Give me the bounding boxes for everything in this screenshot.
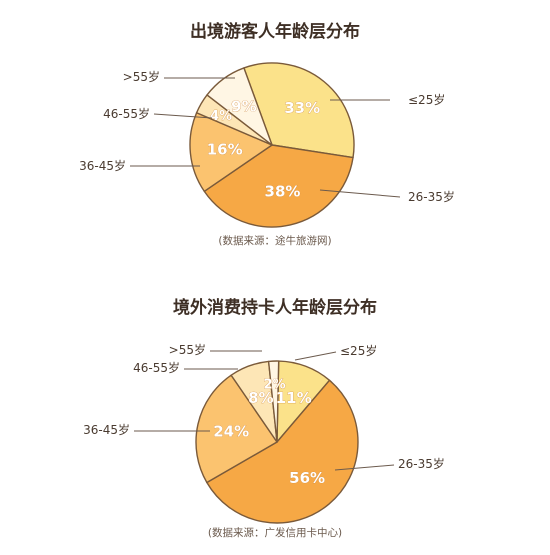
chart-2-label-le25: ≤25岁	[340, 343, 377, 358]
chart-1-percent-gt55: 9%	[231, 98, 256, 116]
chart-2-percent-labels: 11% 56% 24% 8%2%	[213, 377, 325, 487]
chart-1-percent-labels: 33% 38% 16% 4%9%	[206, 97, 320, 200]
chart-1-category-labels: ≤25岁 26-35岁 36-45岁 46-55岁 >55岁	[79, 69, 455, 204]
pie-chart-2: 境外消费持卡人年龄层分布 11% 56% 24% 8%2% ≤25岁 26-35岁 36-…	[83, 297, 445, 539]
chart-2-slice-26-35	[206, 379, 359, 524]
chart-1-percent-46-55: 4%	[210, 109, 232, 124]
chart-2-percent-26-35: 56%	[289, 469, 325, 487]
chart-2-percent-le25: 11%	[276, 389, 312, 407]
chart-1-slice-26-35	[203, 144, 354, 228]
chart-1-leader-26-35	[319, 189, 401, 198]
chart-2-slice-36-45	[195, 374, 278, 484]
chart-1-label-gt55: >55岁	[123, 69, 160, 84]
chart-1-slice-36-45	[189, 112, 273, 193]
chart-2-leader-le25	[294, 351, 337, 361]
chart-2-percent-gt55: 2%	[264, 378, 286, 393]
chart-2-slices	[195, 360, 359, 524]
chart-1-label-36-45: 36-45岁	[79, 158, 126, 173]
chart-1-source: (数据来源：途牛旅游网)	[218, 234, 331, 247]
chart-2-leader-26-35	[334, 464, 395, 471]
chart-1-slice-le25	[243, 62, 355, 159]
chart-1-label-le25: ≤25岁	[408, 92, 445, 107]
chart-2-label-26-35: 26-35岁	[398, 456, 445, 471]
chart-2-title: 境外消费持卡人年龄层分布	[173, 297, 377, 318]
chart-2-label-46-55: 46-55岁	[133, 360, 180, 375]
chart-2-percent-46-55: 8%	[248, 389, 273, 407]
chart-2-source: (数据来源：广发信用卡中心)	[208, 526, 342, 539]
chart-1-title: 出境游客人年龄层分布	[190, 21, 360, 42]
chart-1-percent-36-45: 16%	[207, 141, 243, 159]
chart-2-label-gt55: >55岁	[169, 342, 206, 357]
chart-2-category-labels: ≤25岁 26-35岁 36-45岁 46-55岁 >55岁	[83, 342, 445, 471]
chart-1-leader-46-55	[153, 113, 213, 119]
pie-chart-1: 出境游客人年龄层分布 33% 38% 16% 4%9% ≤25岁 26-35岁 36-45…	[79, 21, 455, 247]
chart-1-slice-gt55	[206, 67, 273, 146]
chart-1-percent-26-35: 38%	[265, 182, 301, 200]
chart-1-slices	[189, 62, 355, 228]
chart-1-label-26-35: 26-35岁	[408, 189, 455, 204]
chart-2-percent-36-45: 24%	[213, 423, 249, 441]
chart-2-slice-gt55	[267, 360, 280, 443]
chart-2-label-36-45: 36-45岁	[83, 422, 130, 437]
chart-1-percent-le25: 33%	[284, 99, 320, 117]
chart-1-label-46-55: 46-55岁	[103, 106, 150, 121]
